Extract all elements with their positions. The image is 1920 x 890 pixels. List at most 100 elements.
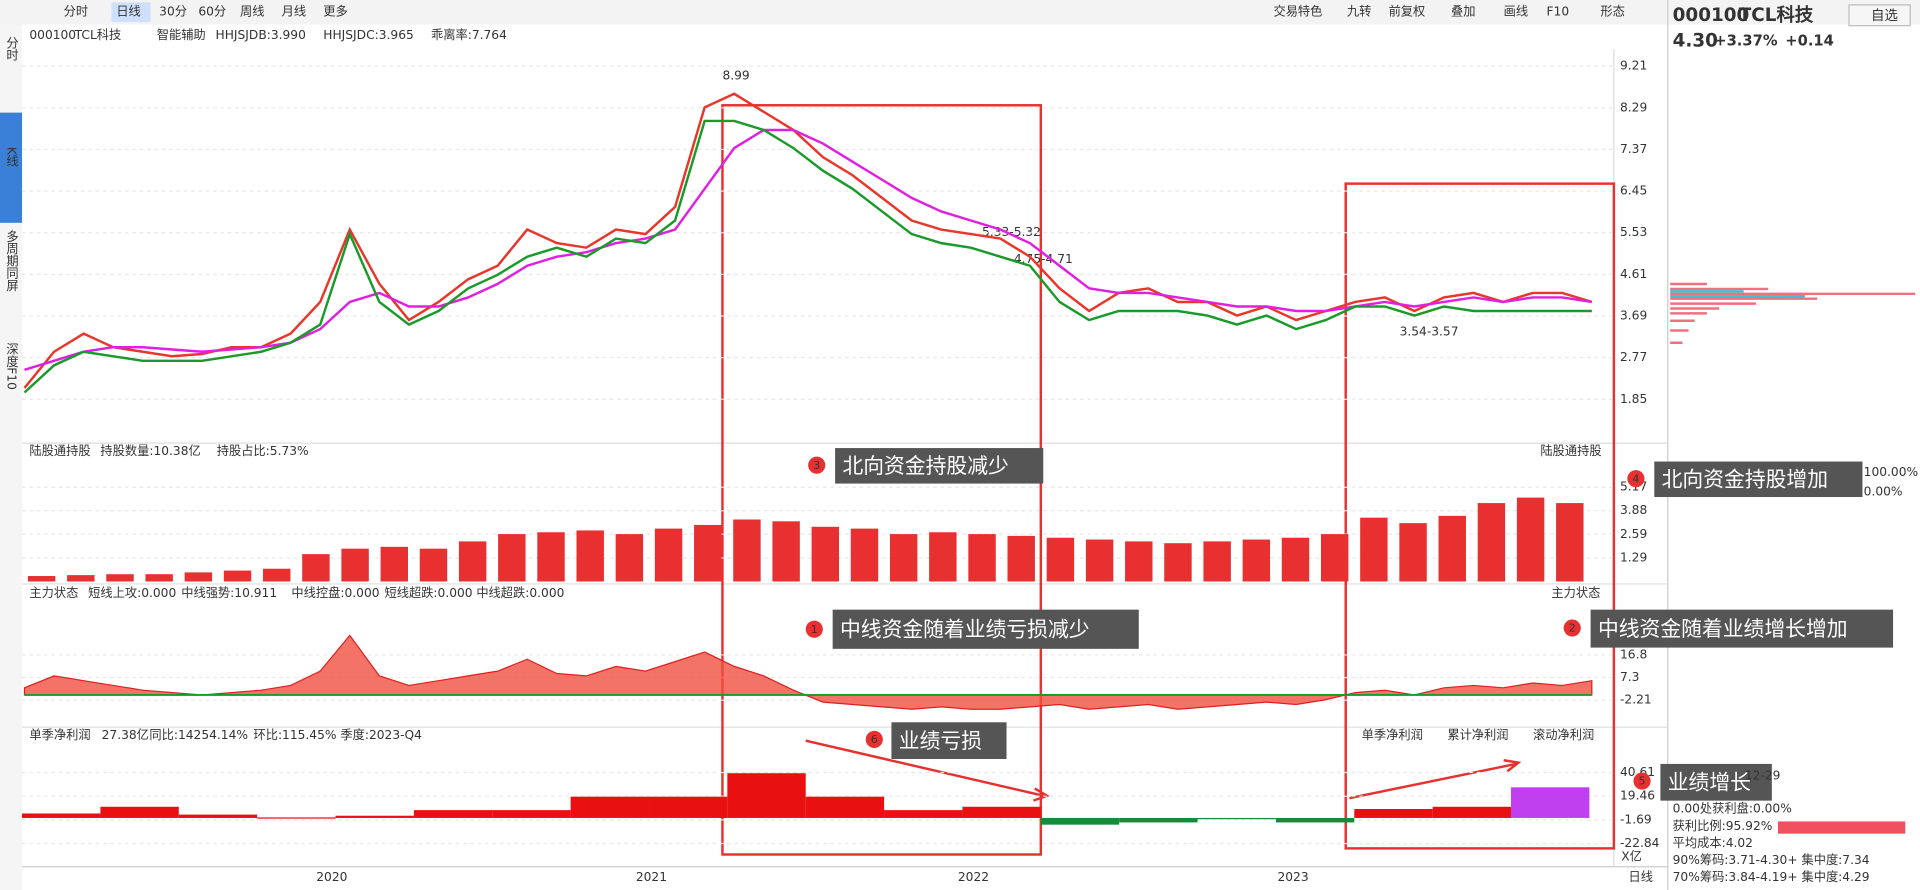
bar [537, 532, 565, 582]
bar [263, 568, 291, 582]
toolbar-tab[interactable]: 更多 [323, 5, 347, 19]
indicator-label: TCL科技 [74, 28, 122, 42]
stock-change-pct: +3.37% [1714, 33, 1778, 50]
price-label: 3.54-3.57 [1400, 324, 1459, 338]
indicator-label: HHJSJDC:3.965 [323, 28, 414, 42]
toolbar-button[interactable]: 交易特色 [1273, 4, 1322, 19]
annotation-number: 3 [813, 459, 820, 472]
y-tick-label: 4.61 [1620, 267, 1647, 281]
annotation-text: 业绩增长 [1668, 770, 1751, 794]
bar [492, 810, 571, 818]
panel-label: 短线超跌:0.000 [384, 585, 472, 600]
bar [22, 813, 101, 818]
toolbar-button[interactable]: 形态 [1600, 5, 1624, 19]
bar [570, 796, 649, 818]
bar [1007, 535, 1035, 582]
chip-info: 平均成本:4.02 [1673, 836, 1753, 850]
sidebar-active [0, 112, 23, 223]
bar [335, 815, 414, 818]
stock-code: 000100 [1673, 5, 1750, 26]
bar [100, 806, 179, 818]
bar [811, 526, 840, 582]
panel-label: 同比:14254.14% [149, 728, 248, 742]
chip-date: 12-29 [1745, 769, 1781, 783]
y-tick-label: 16.8 [1620, 647, 1647, 661]
sidebar-tab[interactable]: 多周期同屏 [5, 230, 19, 292]
bar [1354, 809, 1433, 818]
sidebar-tab[interactable]: 分时 [5, 36, 19, 61]
y-tick-label: -1.69 [1620, 812, 1652, 826]
bar [889, 534, 918, 582]
toolbar-button[interactable]: 画线 [1504, 5, 1528, 19]
y-tick-label: 1.85 [1620, 392, 1647, 406]
bar [1556, 503, 1584, 582]
sidebar-tab[interactable]: 深度F10 [5, 343, 19, 390]
annotation-number: 4 [1632, 472, 1639, 485]
chip-distribution [1670, 282, 1916, 834]
bar [1432, 806, 1512, 818]
axis-unit: X亿 [1621, 848, 1642, 863]
chip-profit: 0.00% [1864, 485, 1903, 499]
toolbar-tab[interactable]: 30分 [159, 5, 187, 19]
area [23, 634, 1593, 710]
toolbar-tab[interactable]: 月线 [282, 5, 306, 19]
panel-tab[interactable]: 单季净利润 [1362, 728, 1423, 742]
annotation-badge [1627, 470, 1645, 488]
bar [733, 519, 761, 582]
bar [694, 524, 722, 582]
period-label[interactable]: 日线 [1629, 870, 1653, 884]
bar [805, 796, 885, 818]
panel-tab[interactable]: 累计净利润 [1447, 728, 1508, 742]
toolbar-button[interactable]: 九转 [1347, 4, 1371, 19]
bar [968, 534, 996, 582]
price-label: 8.99 [722, 68, 749, 82]
y-tick-label: -22.84 [1620, 836, 1660, 850]
bar [498, 534, 526, 582]
watch-label: 自选 [1871, 8, 1898, 24]
annotation-badge [1633, 772, 1651, 790]
annotation-box [832, 609, 1139, 649]
x-tick-label: 2023 [1277, 870, 1308, 884]
annotation-text: 北向资金持股减少 [842, 454, 1008, 478]
toolbar-button[interactable]: F10 [1547, 5, 1570, 19]
toolbar-button[interactable]: 前复权 [1389, 4, 1426, 19]
annotation-number: 5 [1639, 775, 1646, 788]
bar [223, 570, 252, 582]
bar [772, 521, 800, 582]
y-tick-label: 2.77 [1620, 350, 1647, 364]
toolbar-button[interactable]: 叠加 [1451, 5, 1475, 19]
annotation-box [891, 722, 1007, 760]
panel-label: 主力状态 [29, 586, 78, 600]
watch-button[interactable] [1848, 4, 1911, 27]
annotation-box [1590, 609, 1894, 648]
bar [884, 810, 963, 818]
toolbar-tab[interactable]: 周线 [240, 5, 264, 19]
annotation-badge [805, 620, 823, 638]
bar [67, 575, 95, 582]
toolbar-tab[interactable]: 日线 [116, 5, 140, 19]
price-line [24, 128, 1593, 372]
bar [341, 548, 369, 582]
annotation-box [1654, 461, 1863, 498]
bar [1516, 497, 1545, 582]
bar [1046, 537, 1075, 582]
panel-label: 中线控盘:0.000 [291, 585, 379, 600]
sidebar-tab[interactable]: K线 [5, 147, 19, 167]
toolbar-tab[interactable]: 60分 [198, 5, 226, 19]
toolbar-tab[interactable]: 分时 [64, 5, 88, 19]
panel-tab: 主力状态 [1551, 586, 1600, 600]
stock-name: TCL科技 [1739, 4, 1814, 26]
panel-label: 单季净利润 [29, 728, 90, 742]
panel-label: 中线超跌:0.000 [476, 585, 564, 600]
panel-label: 季度:2023-Q4 [340, 727, 422, 742]
stock-change: +0.14 [1785, 33, 1834, 50]
bar [302, 554, 330, 582]
panel-label: 27.38亿 [102, 727, 149, 742]
bar [962, 806, 1041, 818]
chip-info: 70%筹码:3.84-4.19+ 集中度:4.29 [1673, 869, 1870, 884]
sidebar [0, 24, 23, 890]
bar [1511, 787, 1590, 818]
bar [929, 532, 957, 582]
panel-tab[interactable]: 滚动净利润 [1533, 727, 1594, 742]
